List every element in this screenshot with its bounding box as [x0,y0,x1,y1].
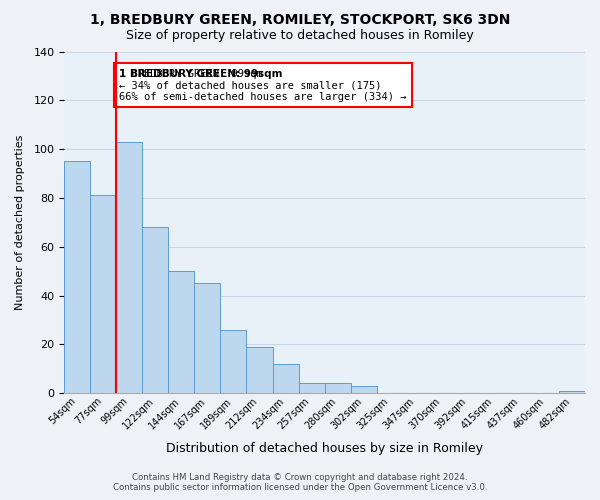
Bar [169,271,194,393]
Bar [559,390,585,393]
Bar [116,142,142,393]
Text: 1 BREDBURY GREEN: 99sqm: 1 BREDBURY GREEN: 99sqm [119,68,283,78]
Text: Contains HM Land Registry data © Crown copyright and database right 2024.
Contai: Contains HM Land Registry data © Crown c… [113,473,487,492]
Bar [220,330,247,393]
Bar [325,384,350,393]
Y-axis label: Number of detached properties: Number of detached properties [15,134,25,310]
Bar [299,384,325,393]
Bar [90,196,116,393]
Bar [247,346,272,393]
Bar [64,162,90,393]
Text: 1, BREDBURY GREEN, ROMILEY, STOCKPORT, SK6 3DN: 1, BREDBURY GREEN, ROMILEY, STOCKPORT, S… [90,12,510,26]
Text: 1 BREDBURY GREEN: 99sqm
← 34% of detached houses are smaller (175)
66% of semi-d: 1 BREDBURY GREEN: 99sqm ← 34% of detache… [119,68,406,102]
Text: Size of property relative to detached houses in Romiley: Size of property relative to detached ho… [126,29,474,42]
Bar [142,227,169,393]
Bar [194,284,220,393]
Bar [350,386,377,393]
Bar [272,364,299,393]
X-axis label: Distribution of detached houses by size in Romiley: Distribution of detached houses by size … [166,442,483,455]
